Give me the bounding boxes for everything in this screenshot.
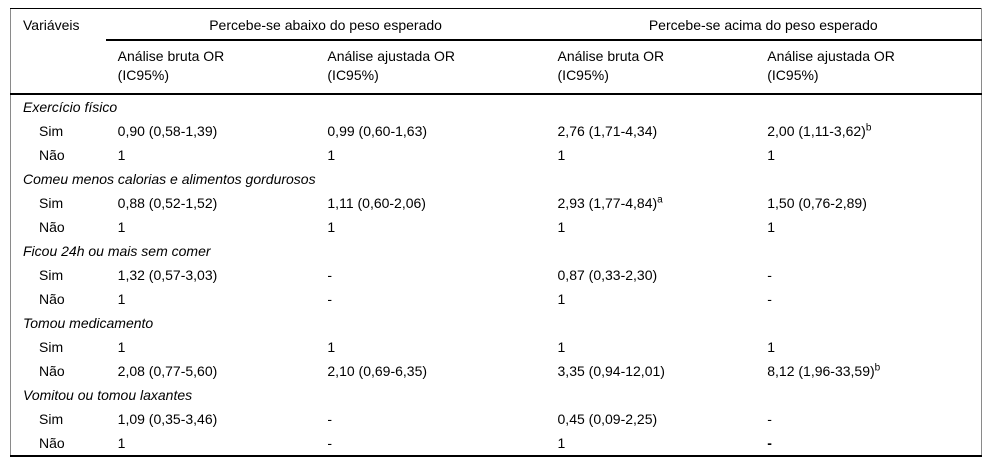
value-cell: - <box>767 266 772 283</box>
row-label: Não <box>39 290 65 307</box>
value-cell: 1 <box>557 338 566 355</box>
value-cell: 1 <box>117 218 126 235</box>
value-cell: 1 <box>327 146 336 163</box>
value-cell: 2,00 (1,11-3,62)b <box>767 121 872 139</box>
value-cell: - <box>327 434 333 451</box>
row-label: Sim <box>39 266 64 283</box>
value-cell: - <box>767 410 772 427</box>
subheader-line2: (IC95%) <box>327 67 379 83</box>
value-cell: 1 <box>557 218 566 235</box>
value-cell: 1,09 (0,35-3,46) <box>117 410 218 427</box>
table-row: Não 1 1 1 1 <box>11 215 982 239</box>
table-row: Sim 1 1 1 1 <box>11 335 982 359</box>
subheader-crude-below: Análise bruta OR (IC95%) <box>105 40 316 95</box>
value-cell: 1,50 (0,76-2,89) <box>767 194 867 211</box>
value-cell: - <box>767 290 772 307</box>
value-cell: 0,88 (0,52-1,52) <box>117 194 218 211</box>
value-cell: 2,93 (1,77-4,84)a <box>557 193 663 211</box>
group-label-row: Vomitou ou tomou laxantes <box>11 383 982 407</box>
row-label: Sim <box>39 410 64 427</box>
value-cell: 1 <box>327 338 336 355</box>
group-label-row: Comeu menos calorias e alimentos gorduro… <box>11 167 982 191</box>
table-row: Sim 0,90 (0,58-1,39) 0,99 (0,60-1,63) 2,76 … <box>11 119 982 143</box>
subheader-line2: (IC95%) <box>117 67 170 83</box>
table-row: Não 2,08 (0,77-5,60) 2,10 (0,69-6,35) 3,35 … <box>11 359 982 383</box>
subheader-line2: (IC95%) <box>767 67 819 83</box>
value-cell: 0,99 (0,60-1,63) <box>327 122 428 139</box>
table-row: Não 1 - 1 - <box>11 287 982 311</box>
row-label: Não <box>39 362 65 379</box>
value-cell: - <box>327 410 333 427</box>
subheader-crude-above: Análise bruta OR (IC95%) <box>545 40 756 95</box>
sub-header-row: Análise bruta OR (IC95%) Análise ajustad… <box>11 40 982 95</box>
group-label: Comeu menos calorias e alimentos gorduro… <box>23 170 316 187</box>
subheader-adjusted-above: Análise ajustada OR (IC95%) <box>755 40 982 95</box>
footnote-marker: b <box>874 361 881 373</box>
value-cell: 2,76 (1,71-4,34) <box>557 122 658 139</box>
group-label: Tomou medicamento <box>23 314 154 331</box>
value-cell: 1 <box>557 146 566 163</box>
group-label-row: Exercício físico <box>11 94 982 119</box>
group-label-row: Tomou medicamento <box>11 311 982 335</box>
table-row: Sim 1,32 (0,57-3,03) - 0,87 (0,33-2,30) - <box>11 263 982 287</box>
group-header-above: Percebe-se acima do peso esperado <box>545 8 982 41</box>
value-cell: - <box>767 434 772 451</box>
subheader-line2: (IC95%) <box>557 67 609 83</box>
group-header-below: Percebe-se abaixo do peso esperado <box>105 8 546 41</box>
value-cell: 1 <box>327 218 336 235</box>
group-label: Exercício físico <box>23 98 118 115</box>
value-cell: 2,10 (0,69-6,35) <box>327 362 428 379</box>
value-cell: - <box>327 266 333 283</box>
value-cell: 8,12 (1,96-33,59)b <box>767 361 881 379</box>
row-label: Sim <box>39 194 64 211</box>
corner-header: Variáveis <box>10 8 106 95</box>
value-cell: 1 <box>557 434 566 451</box>
value-cell: 0,45 (0,09-2,25) <box>557 410 658 427</box>
subheader-line1: Análise ajustada OR <box>767 48 895 64</box>
row-label: Não <box>39 218 65 235</box>
value-cell: 1,11 (0,60-2,06) <box>327 194 426 211</box>
subheader-line1: Análise bruta OR <box>557 48 665 64</box>
group-label: Vomitou ou tomou laxantes <box>23 386 193 403</box>
value-cell: 1 <box>117 338 126 355</box>
table-row: Sim 1,09 (0,35-3,46) - 0,45 (0,09-2,25) - <box>11 407 982 431</box>
value-cell: 2,08 (0,77-5,60) <box>117 362 218 379</box>
value-cell: 1 <box>117 146 126 163</box>
row-label: Sim <box>39 122 64 139</box>
row-label: Não <box>39 434 65 451</box>
value-cell: 1 <box>117 290 126 307</box>
table-row: Sim 0,88 (0,52-1,52) 1,11 (0,60-2,06) 2,93 … <box>11 191 982 215</box>
table-row: Não 1 - 1 - <box>11 431 982 456</box>
group-header-row: Variáveis Percebe-se abaixo do peso espe… <box>10 8 982 95</box>
odds-ratio-table: Variáveis Percebe-se abaixo do peso espe… <box>10 8 982 457</box>
value-cell: 1 <box>557 290 566 307</box>
value-cell: 1,32 (0,57-3,03) <box>117 266 218 283</box>
footnote-marker: a <box>657 193 663 205</box>
value-cell: 0,90 (0,58-1,39) <box>117 122 218 139</box>
table-body: Exercício físico Sim 0,90 (0,58-1,39) 0,99 … <box>11 94 982 456</box>
row-label: Não <box>39 146 65 163</box>
subheader-adjusted-below: Análise ajustada OR (IC95%) <box>315 40 546 95</box>
value-cell: - <box>327 290 333 307</box>
value-cell: 1 <box>767 146 776 163</box>
table-row: Não 1 1 1 1 <box>11 143 982 167</box>
value-cell: 3,35 (0,94-12,01) <box>557 362 665 379</box>
value-cell: 1 <box>767 218 776 235</box>
value-cell: 1 <box>117 434 126 451</box>
group-label: Ficou 24h ou mais sem comer <box>23 242 211 259</box>
footnote-marker: b <box>865 121 872 133</box>
row-label: Sim <box>39 338 64 355</box>
subheader-line1: Análise ajustada OR <box>327 48 456 64</box>
value-cell: 0,87 (0,33-2,30) <box>557 266 658 283</box>
subheader-line1: Análise bruta OR <box>117 48 225 64</box>
group-label-row: Ficou 24h ou mais sem comer <box>11 239 982 263</box>
value-cell: 1 <box>767 338 776 355</box>
